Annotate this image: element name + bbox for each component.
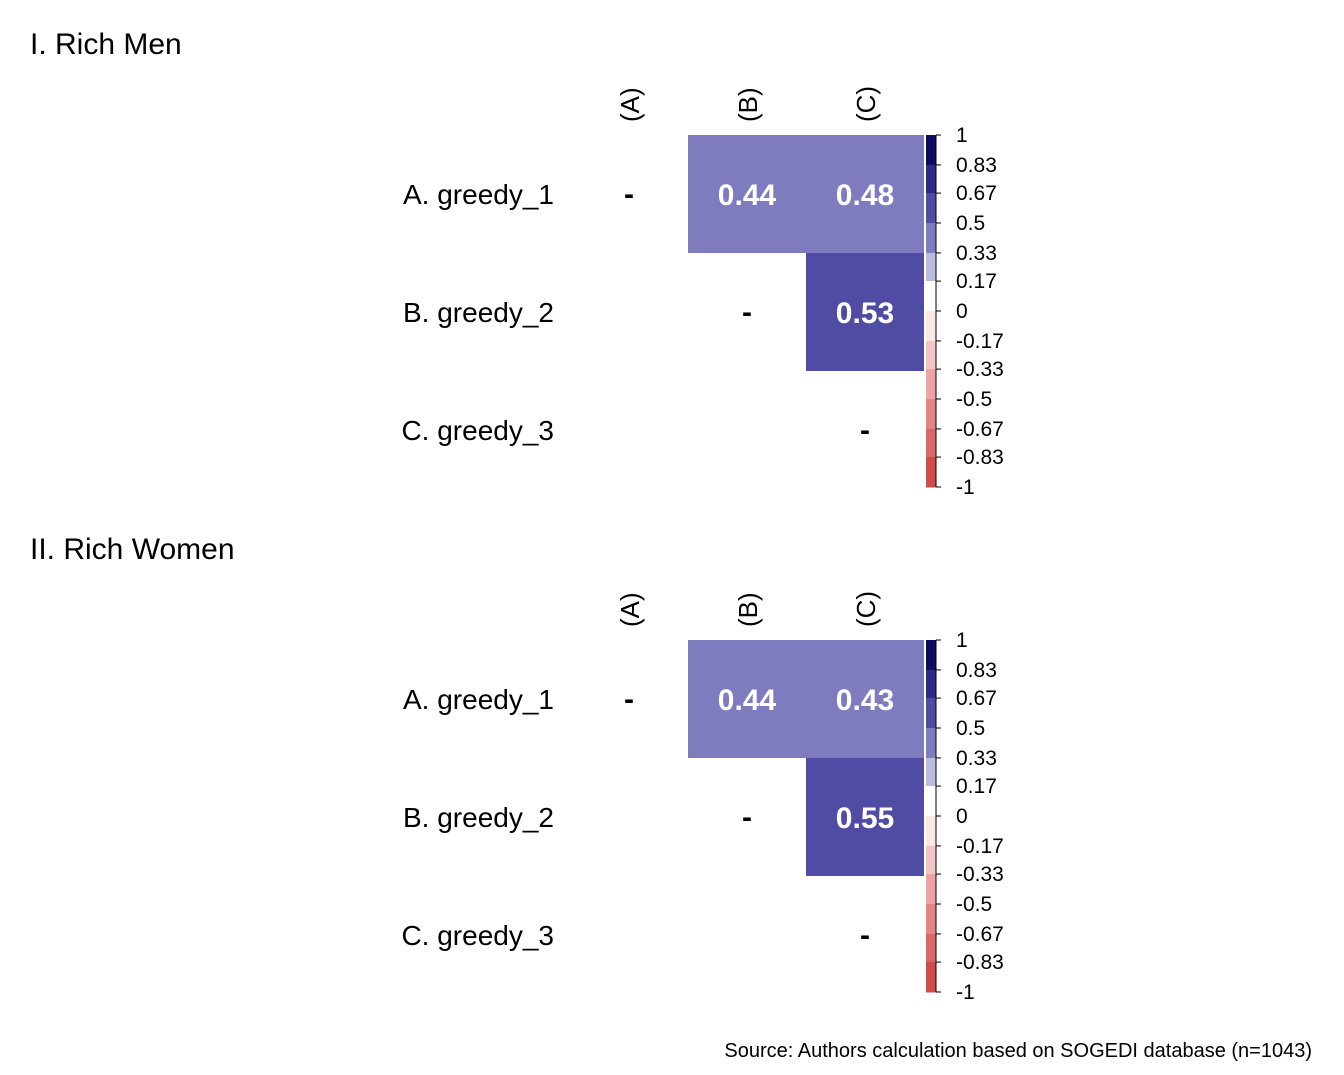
diagonal-dash: - — [624, 683, 634, 716]
legend-tick-label: -0.33 — [956, 358, 1004, 381]
legend-band — [926, 164, 936, 194]
heatmap-panel-1: I. Rich Men (A) (B) (C) A. greedy_1 B. greedy… — [30, 28, 1004, 499]
legend-band — [926, 252, 936, 282]
heatmap-cell — [806, 758, 924, 876]
row-label: A. greedy_1 — [403, 179, 554, 210]
legend-band — [926, 340, 936, 370]
legend-tick-label: 0.17 — [956, 775, 997, 798]
column-label: (C) — [851, 86, 881, 122]
legend-tick-label: 0.67 — [956, 182, 997, 205]
legend-tick-label: -1 — [956, 981, 975, 1004]
legend-tick-label: -0.67 — [956, 923, 1004, 946]
legend-tick-label: -0.33 — [956, 863, 1004, 886]
cell-value-label: 0.43 — [836, 684, 894, 717]
column-label: (A) — [615, 592, 645, 627]
legend-band — [926, 845, 936, 875]
diagonal-dash: - — [624, 178, 634, 211]
legend-tick-label: 0.17 — [956, 270, 997, 293]
legend-tick-label: 0.33 — [956, 747, 997, 770]
legend-band — [926, 698, 936, 729]
legend-band — [926, 428, 936, 458]
row-label: B. greedy_2 — [403, 297, 554, 328]
legend-tick-label: -0.17 — [956, 835, 1004, 858]
legend-band — [926, 311, 936, 342]
color-legend: 1 0.83 0.67 0.5 0.33 0.17 0 -0.17 -0.33 -0.5 -0.67… — [926, 124, 1004, 499]
heatmap-cell — [688, 640, 806, 758]
heatmap-cell — [688, 135, 806, 253]
diagonal-dash: - — [860, 414, 870, 447]
panel-title: I. Rich Men — [30, 28, 182, 61]
legend-tick-label: 0 — [956, 300, 968, 323]
legend-band — [926, 786, 936, 817]
column-label: (B) — [733, 592, 763, 627]
legend-tick-label: 0.5 — [956, 212, 985, 235]
cell-value-label: 0.53 — [836, 297, 894, 330]
column-label: (A) — [615, 87, 645, 122]
legend-tick-label: -0.17 — [956, 330, 1004, 353]
legend-band — [926, 281, 936, 312]
legend-tick-label: 1 — [956, 124, 968, 147]
panels: I. Rich Men (A) (B) (C) A. greedy_1 B. greedy… — [30, 28, 1004, 1004]
heatmap-cell — [806, 135, 924, 253]
row-label: B. greedy_2 — [403, 802, 554, 833]
legend-tick-label: -0.83 — [956, 446, 1004, 469]
legend-band — [926, 728, 936, 759]
legend-band — [926, 193, 936, 224]
legend-band — [926, 640, 936, 671]
legend-band — [926, 874, 936, 905]
legend-band — [926, 933, 936, 963]
legend-tick-label: -0.67 — [956, 418, 1004, 441]
legend-band — [926, 399, 936, 430]
legend-band — [926, 962, 936, 993]
legend-tick-label: 0.83 — [956, 154, 997, 177]
source-note: Source: Authors calculation based on SOG… — [724, 1040, 1312, 1062]
legend-tick-label: 1 — [956, 629, 968, 652]
heatmap-cell — [806, 253, 924, 371]
cell-value-label: 0.48 — [836, 179, 894, 212]
cell-value-label: 0.44 — [718, 684, 777, 717]
legend-band — [926, 816, 936, 847]
legend-tick-label: 0.33 — [956, 242, 997, 265]
row-label: C. greedy_3 — [401, 415, 554, 446]
row-label: C. greedy_3 — [401, 920, 554, 951]
legend-tick-label: 0 — [956, 805, 968, 828]
legend-tick-label: 0.5 — [956, 717, 985, 740]
diagonal-dash: - — [742, 801, 752, 834]
legend-tick-label: -0.5 — [956, 388, 992, 411]
heatmap-panel-2: II. Rich Women (A) (B) (C) A. greedy_1 B. gre… — [30, 533, 1004, 1004]
legend-band — [926, 369, 936, 400]
legend-tick-label: 0.67 — [956, 687, 997, 710]
legend-tick-label: -0.5 — [956, 893, 992, 916]
legend-band — [926, 669, 936, 699]
heatmap-cell — [806, 640, 924, 758]
color-legend: 1 0.83 0.67 0.5 0.33 0.17 0 -0.17 -0.33 -0.5 -0.67… — [926, 629, 1004, 1004]
diagonal-dash: - — [742, 296, 752, 329]
cell-value-label: 0.55 — [836, 802, 894, 835]
panel-title: II. Rich Women — [30, 533, 235, 566]
legend-tick-label: 0.83 — [956, 659, 997, 682]
legend-band — [926, 135, 936, 166]
legend-band — [926, 223, 936, 254]
diagonal-dash: - — [860, 919, 870, 952]
legend-band — [926, 457, 936, 488]
legend-tick-label: -1 — [956, 476, 975, 499]
legend-tick-label: -0.83 — [956, 951, 1004, 974]
cell-value-label: 0.44 — [718, 179, 777, 212]
legend-band — [926, 757, 936, 787]
row-label: A. greedy_1 — [403, 684, 554, 715]
column-label: (C) — [851, 591, 881, 627]
column-label: (B) — [733, 87, 763, 122]
legend-band — [926, 904, 936, 935]
